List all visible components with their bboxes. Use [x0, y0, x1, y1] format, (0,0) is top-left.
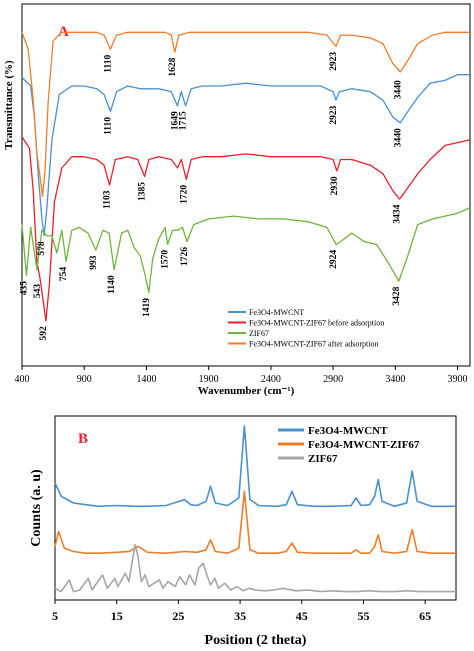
x-tick-label: 45 — [296, 609, 308, 623]
peak-label: 1385 — [138, 182, 148, 201]
legend-entry: Fe3O4-MWCNT — [308, 425, 388, 437]
peak-label: 2924 — [329, 250, 339, 269]
plot-frame — [21, 3, 471, 367]
peak-label: 3428 — [392, 286, 402, 305]
legend-entry: Fe3O4-MWCNT — [249, 308, 304, 317]
x-axis-label: Wavenumber (cm⁻¹) — [198, 385, 295, 397]
series-line-1 — [54, 425, 456, 508]
x-tick-label: 5 — [52, 609, 58, 623]
panel-b-xrd-chart: 5 15 25 35 45 55 65 Position (2 theta) Counts (a… — [29, 415, 457, 648]
peak-label: 1628 — [168, 57, 178, 76]
legend-entry: ZIF67 — [308, 453, 338, 465]
peak-label: 1110 — [103, 54, 113, 72]
panel-label: B — [78, 431, 88, 447]
legend-entry: ZIF67 — [249, 329, 269, 338]
peak-label: 2923 — [329, 105, 339, 124]
series-line-3 — [21, 207, 471, 294]
x-tick-label: 35 — [234, 609, 246, 623]
legend-entry: Fe3O4-MWCNT-ZIF67 — [308, 439, 420, 451]
x-tick-label: 2400 — [261, 374, 281, 385]
peak-label: 1110 — [103, 117, 113, 135]
peak-label: 543 — [33, 284, 43, 299]
y-axis-label: Counts (a. u) — [29, 469, 44, 547]
peak-label: 1715 — [179, 111, 189, 130]
peak-label: 578 — [37, 241, 47, 256]
x-tick-label: 25 — [172, 609, 184, 623]
x-tick-label: 1400 — [136, 374, 156, 385]
peak-label: 993 — [89, 255, 99, 270]
series-line-3 — [54, 543, 456, 593]
plot-frame — [54, 415, 457, 601]
peak-label: 3440 — [393, 128, 403, 147]
series-line-4 — [21, 31, 470, 197]
peak-label: 1419 — [142, 298, 152, 317]
peak-label: 1570 — [161, 250, 171, 269]
x-tick-label: 1900 — [199, 374, 219, 385]
x-axis-label: Position (2 theta) — [205, 633, 307, 648]
series-line-2 — [21, 136, 471, 322]
x-tick-label: 2900 — [323, 374, 343, 385]
panel-a-ftir-chart: 400 900 1400 1900 2400 2900 3400 3900 Wavenumber… — [3, 3, 471, 397]
series-line-1 — [21, 74, 470, 237]
x-tick-label: 15 — [111, 609, 123, 623]
x-tick-label: 400 — [15, 374, 30, 385]
peak-label: 1649 — [170, 111, 180, 130]
peak-label: 2923 — [329, 52, 339, 71]
legend-entry: Fe3O4-MWCNT-ZIF67 after adsorption — [249, 340, 378, 349]
peak-label: 3434 — [393, 204, 403, 223]
x-tick-label: 3900 — [448, 374, 468, 385]
x-tick-label: 55 — [357, 609, 369, 623]
peak-label: 1140 — [107, 275, 117, 294]
x-tick-label: 3400 — [385, 374, 405, 385]
peak-label: 435 — [19, 281, 29, 296]
peak-label: 3440 — [393, 80, 403, 99]
peak-label: 2930 — [330, 176, 340, 195]
series-line-2 — [54, 490, 456, 555]
peak-label: 592 — [39, 326, 49, 341]
x-tick-label: 900 — [77, 374, 92, 385]
peak-label: 1103 — [102, 190, 112, 209]
x-tick-label: 65 — [419, 609, 431, 623]
y-axis-label: Transmittance (%) — [3, 60, 15, 150]
peak-label: 754 — [59, 267, 69, 282]
peak-label: 1726 — [180, 247, 190, 266]
legend-entry: Fe3O4-MWCNT-ZIF67 before adsorption — [249, 319, 384, 328]
peak-label: 1720 — [179, 185, 189, 204]
